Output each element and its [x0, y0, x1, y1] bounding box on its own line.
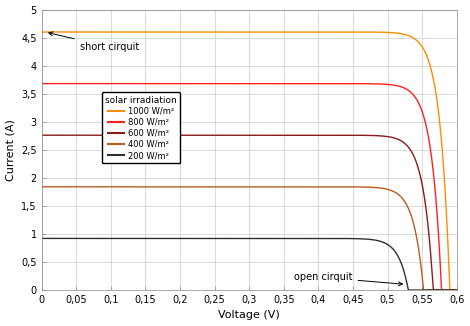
Legend: 1000 W/m², 800 W/m², 600 W/m², 400 W/m², 200 W/m²: 1000 W/m², 800 W/m², 600 W/m², 400 W/m²,… [102, 92, 180, 163]
Text: open cirquit: open cirquit [294, 273, 402, 286]
Y-axis label: Current (A): Current (A) [6, 119, 16, 181]
X-axis label: Voltage (V): Voltage (V) [218, 310, 280, 320]
Text: short cirquit: short cirquit [49, 32, 139, 52]
